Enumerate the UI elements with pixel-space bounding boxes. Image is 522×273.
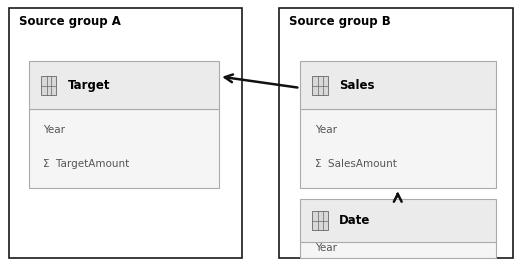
- Text: Year: Year: [43, 125, 65, 135]
- Bar: [41, 76, 56, 95]
- Bar: [9, 8, 242, 258]
- Bar: [300, 199, 496, 242]
- Bar: [312, 211, 328, 230]
- Bar: [29, 109, 219, 188]
- Text: Target: Target: [68, 79, 110, 92]
- Bar: [300, 109, 496, 188]
- Text: Year: Year: [315, 244, 337, 253]
- Text: Date: Date: [339, 214, 371, 227]
- Text: Σ  SalesAmount: Σ SalesAmount: [315, 159, 397, 169]
- Text: Σ  TargetAmount: Σ TargetAmount: [43, 159, 129, 169]
- Bar: [29, 61, 219, 109]
- Text: Sales: Sales: [339, 79, 375, 92]
- Bar: [312, 76, 328, 95]
- Text: Source group A: Source group A: [19, 15, 121, 28]
- Text: Source group B: Source group B: [289, 15, 390, 28]
- Bar: [279, 8, 513, 258]
- Text: Year: Year: [315, 125, 337, 135]
- Bar: [300, 61, 496, 109]
- Bar: [300, 240, 496, 258]
